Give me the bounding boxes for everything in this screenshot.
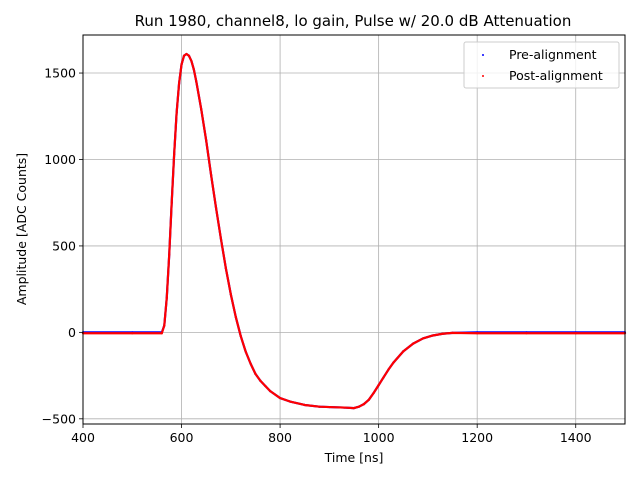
data-point-post-alignment xyxy=(269,390,272,393)
data-point-post-alignment xyxy=(352,406,356,410)
data-point-post-alignment xyxy=(160,332,163,335)
data-point-post-alignment xyxy=(382,376,385,379)
data-point-post-alignment xyxy=(525,332,528,335)
data-point-post-alignment xyxy=(170,201,173,204)
data-point-post-alignment xyxy=(214,206,218,209)
x-tick-label: 600 xyxy=(170,430,194,445)
data-point-post-alignment xyxy=(249,362,252,365)
data-point-post-alignment xyxy=(254,372,257,375)
data-point-post-alignment xyxy=(195,80,198,83)
x-tick-label: 400 xyxy=(71,430,95,445)
y-axis-ticks: −500 0 500 1000 1500 xyxy=(42,66,83,426)
data-point-post-alignment xyxy=(574,332,577,335)
data-point-post-alignment xyxy=(229,293,232,296)
x-axis-ticks: 400 600 800 1000 1200 1400 xyxy=(71,424,592,445)
y-axis-label: Amplitude [ADC Counts] xyxy=(14,153,29,305)
legend-label-post-alignment: Post-alignment xyxy=(509,68,603,83)
data-point-post-alignment xyxy=(259,379,262,382)
data-point-post-alignment xyxy=(187,54,191,57)
data-point-post-alignment xyxy=(224,267,227,270)
data-point-post-alignment xyxy=(219,237,223,241)
data-point-post-alignment xyxy=(264,384,267,388)
data-point-post-alignment xyxy=(185,52,188,56)
data-point-post-alignment xyxy=(357,405,361,408)
data-point-post-alignment xyxy=(131,332,134,335)
data-point-post-alignment xyxy=(173,153,176,156)
data-point-post-alignment xyxy=(175,111,178,114)
series-post-alignment xyxy=(81,52,627,410)
data-point-post-alignment xyxy=(402,350,405,353)
y-tick-label: 1000 xyxy=(44,152,76,167)
x-tick-label: 1000 xyxy=(363,430,395,445)
data-point-post-alignment xyxy=(239,334,242,337)
data-point-post-alignment xyxy=(180,63,183,66)
legend-label-pre-alignment: Pre-alignment xyxy=(509,47,597,62)
data-point-post-alignment xyxy=(177,82,181,85)
data-point-post-alignment xyxy=(367,398,370,401)
x-axis-label: Time [ns] xyxy=(324,450,384,465)
data-point-post-alignment xyxy=(387,368,390,371)
data-point-post-alignment xyxy=(431,334,434,337)
y-tick-label: 1500 xyxy=(44,66,76,81)
data-point-post-alignment xyxy=(328,405,331,409)
x-tick-label: 1200 xyxy=(461,430,493,445)
series-layer xyxy=(81,52,627,410)
data-point-post-alignment xyxy=(234,315,237,318)
x-tick-label: 1400 xyxy=(560,430,592,445)
data-point-post-alignment xyxy=(421,337,425,340)
y-tick-label: −500 xyxy=(42,411,76,426)
data-point-post-alignment xyxy=(303,403,306,407)
x-tick-label: 800 xyxy=(268,430,292,445)
data-point-post-alignment xyxy=(190,59,193,63)
plot-frame xyxy=(82,34,626,425)
data-point-post-alignment xyxy=(377,384,380,387)
data-point-post-alignment xyxy=(192,68,195,71)
legend-marker-post-alignment xyxy=(482,75,484,77)
data-point-post-alignment xyxy=(476,332,479,335)
legend-frame xyxy=(463,41,620,89)
data-point-post-alignment xyxy=(372,391,375,394)
data-point-post-alignment xyxy=(288,400,292,403)
legend-marker-pre-alignment xyxy=(482,54,484,56)
data-point-post-alignment xyxy=(165,296,168,299)
y-tick-label: 500 xyxy=(52,238,76,253)
data-point-post-alignment xyxy=(278,396,282,400)
data-point-post-alignment xyxy=(200,108,203,111)
data-point-post-alignment xyxy=(441,332,444,335)
legend: Pre-alignment Post-alignment xyxy=(463,41,620,89)
data-point-post-alignment xyxy=(210,173,213,177)
data-point-post-alignment xyxy=(205,139,208,142)
data-point-post-alignment xyxy=(318,405,321,408)
data-point-post-alignment xyxy=(163,324,166,327)
data-point-post-alignment xyxy=(244,350,247,353)
data-point-post-alignment xyxy=(412,342,415,345)
data-point-post-alignment xyxy=(168,253,171,256)
data-point-post-alignment xyxy=(182,54,186,57)
data-point-post-alignment xyxy=(392,361,395,364)
y-tick-label: 0 xyxy=(68,325,76,340)
chart-title: Run 1980, channel8, lo gain, Pulse w/ 20… xyxy=(135,12,572,30)
data-point-post-alignment xyxy=(451,331,454,334)
data-point-post-alignment xyxy=(362,403,365,406)
data-point-post-alignment xyxy=(343,406,346,409)
